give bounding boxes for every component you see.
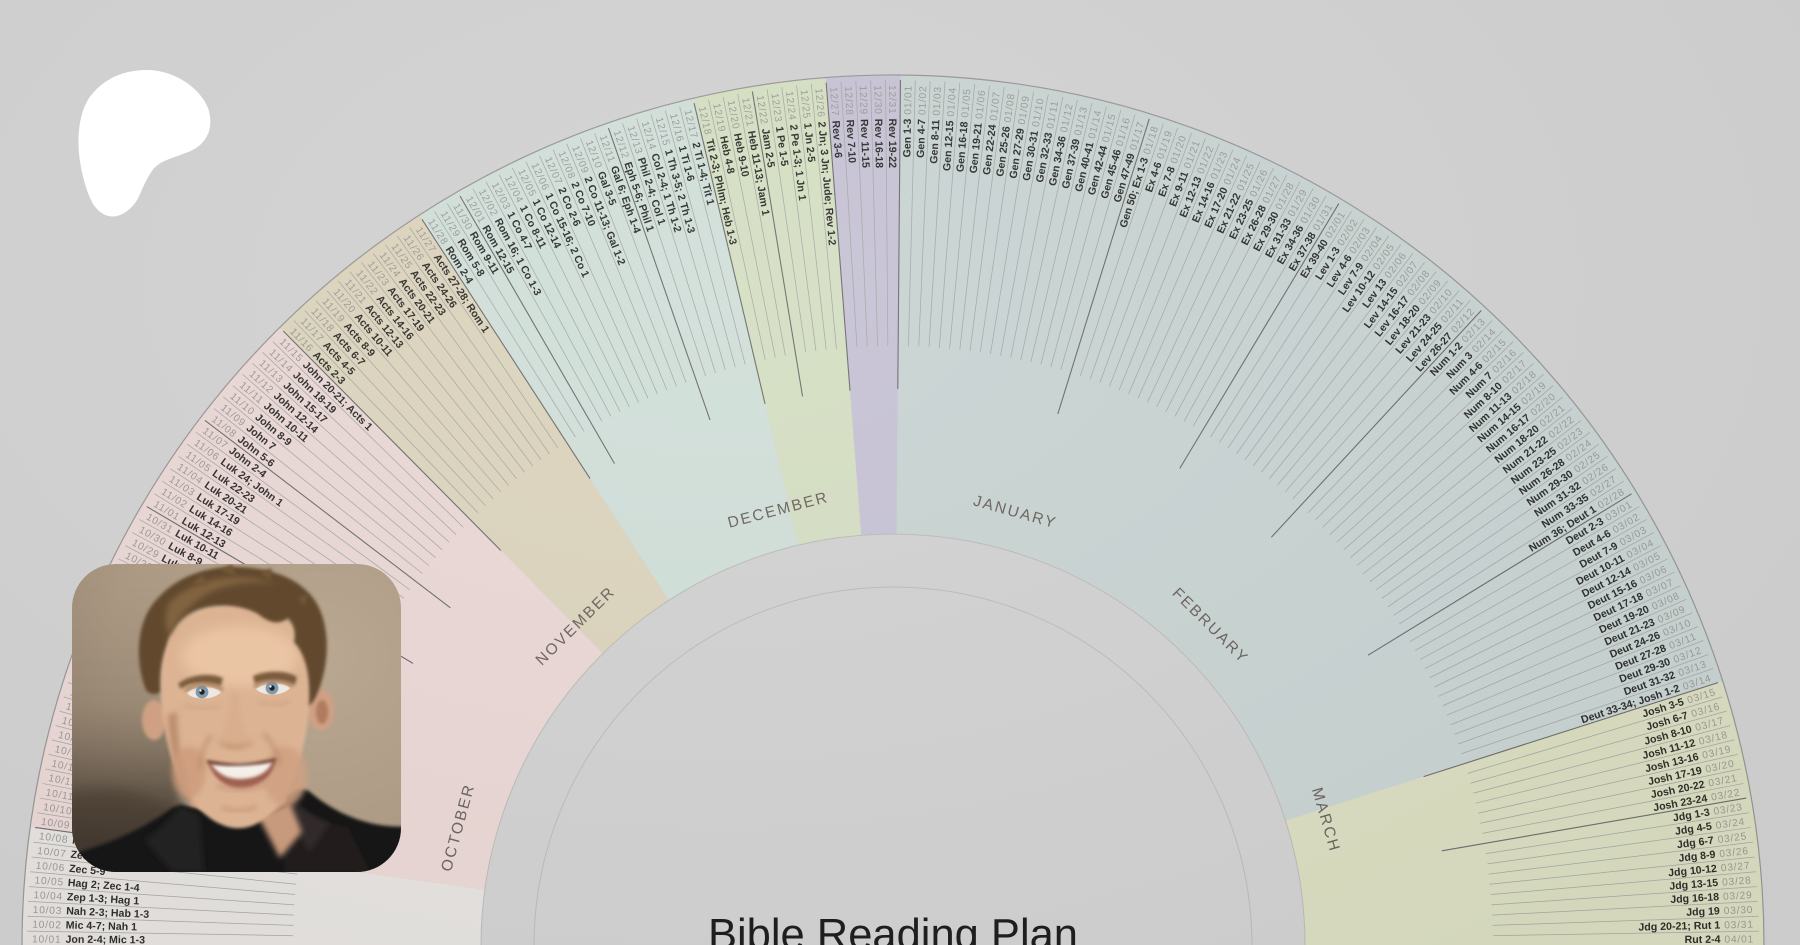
svg-text:12/22Jam 2-5: 12/22Jam 2-5 — [754, 94, 777, 168]
svg-text:12/251 Jn 2-5: 12/251 Jn 2-5 — [798, 89, 817, 163]
svg-text:Rut 2-404/01: Rut 2-4 04/01 — [1685, 933, 1755, 945]
svg-text:12/231 Pe 1-5: 12/231 Pe 1-5 — [768, 92, 790, 167]
svg-text:Gen 12-1501/04: Gen 12-1501/04 — [941, 87, 959, 172]
svg-text:Jdg 6-703/25: Jdg 6-7 03/25 — [1676, 830, 1748, 851]
svg-text:Jdg 4-503/24: Jdg 4-5 03/24 — [1674, 816, 1746, 838]
svg-text:Gen 19-2101/06: Gen 19-2101/06 — [968, 89, 989, 174]
svg-text:Jdg 16-1803/29: Jdg 16-18 03/29 — [1670, 889, 1753, 906]
svg-text:12/30Rev 16-18: 12/30Rev 16-18 — [871, 85, 884, 168]
svg-text:Gen 4-701/02: Gen 4-701/02 — [915, 85, 929, 158]
svg-text:Jdg 1-303/23: Jdg 1-3 03/23 — [1672, 801, 1744, 824]
svg-text:Gen 8-1101/03: Gen 8-1101/03 — [928, 86, 944, 164]
svg-text:12/31Rev 19-22: 12/31Rev 19-22 — [886, 85, 898, 168]
svg-text:Jdg 10-1203/27: Jdg 10-12 03/27 — [1668, 860, 1751, 880]
svg-text:12/29Rev 11-15: 12/29Rev 11-15 — [857, 85, 872, 168]
svg-text:Jdg 8-903/26: Jdg 8-9 03/26 — [1678, 845, 1749, 865]
svg-text:Jdg 20-21; Rut 103/31: Jdg 20-21; Rut 1 03/31 — [1638, 919, 1754, 934]
svg-text:12/28Rev 7-10: 12/28Rev 7-10 — [842, 86, 858, 164]
svg-text:Gen 1-301/01: Gen 1-301/01 — [901, 85, 914, 158]
svg-text:12/27Rev 3-6: 12/27Rev 3-6 — [827, 87, 844, 159]
svg-text:Bible Reading Plan: Bible Reading Plan — [708, 911, 1078, 945]
svg-text:Gen 16-1801/05: Gen 16-1801/05 — [954, 88, 973, 173]
